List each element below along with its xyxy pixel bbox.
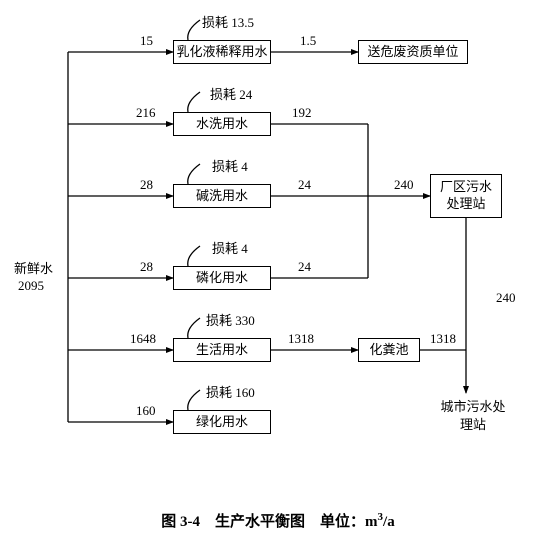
process-box-alkali: 碱洗用水	[173, 184, 271, 208]
in-value-4: 28	[140, 259, 153, 275]
flowchart-canvas: 新鲜水 2095 乳化液稀释用水 水洗用水 碱洗用水 磷化用水 生活用水 绿化用…	[0, 0, 556, 550]
out-value-2: 192	[292, 105, 312, 121]
connector-layer	[0, 0, 556, 550]
process-box-green: 绿化用水	[173, 410, 271, 434]
source-name: 新鲜水	[14, 258, 53, 277]
out-value-3: 24	[298, 177, 311, 193]
plant-in-value: 240	[394, 177, 414, 193]
out-value-5: 1318	[288, 331, 314, 347]
in-value-5: 1648	[130, 331, 156, 347]
city-treatment-label: 城市污水处理站	[438, 398, 508, 434]
loss-label-6: 损耗 160	[206, 382, 255, 401]
loss-label-5: 损耗 330	[206, 310, 255, 329]
source-total: 2095	[18, 278, 44, 294]
loss-label-1: 损耗 13.5	[202, 12, 254, 31]
figure-caption: 图 3-4 生产水平衡图 单位：m3/a	[0, 510, 556, 531]
in-value-2: 216	[136, 105, 156, 121]
in-value-3: 28	[140, 177, 153, 193]
in-value-1: 15	[140, 33, 153, 49]
process-box-phosphate: 磷化用水	[173, 266, 271, 290]
plant-out-value: 240	[496, 290, 516, 306]
process-box-emulsion: 乳化液稀释用水	[173, 40, 271, 64]
in-value-6: 160	[136, 403, 156, 419]
process-box-wash: 水洗用水	[173, 112, 271, 136]
septic-tank-box: 化粪池	[358, 338, 420, 362]
plant-treatment-box: 厂区污水处理站	[430, 174, 502, 218]
loss-label-4: 损耗 4	[212, 238, 248, 257]
caption-text: 图 3-4 生产水平衡图 单位：m3/a	[161, 514, 394, 530]
loss-label-3: 损耗 4	[212, 156, 248, 175]
septic-out-value: 1318	[430, 331, 456, 347]
loss-label-2: 损耗 24	[210, 84, 252, 103]
out-value-4: 24	[298, 259, 311, 275]
process-box-life: 生活用水	[173, 338, 271, 362]
out-value-1: 1.5	[300, 33, 316, 49]
hazardous-unit-box: 送危废资质单位	[358, 40, 468, 64]
